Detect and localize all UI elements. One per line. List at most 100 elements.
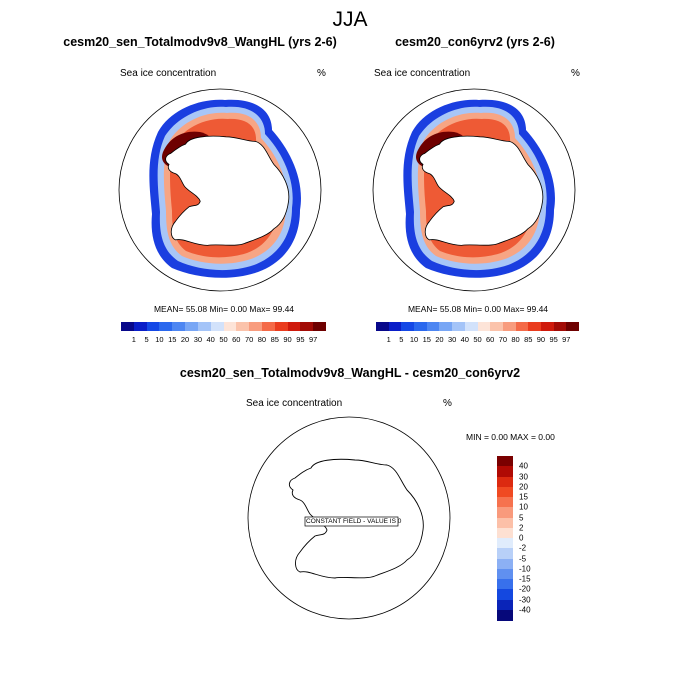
diff-map	[247, 416, 451, 620]
panel-2-colorbar-ticks: 1 5 10 15 20 30 40 50 60 70 80 85 90 95 97	[376, 335, 579, 345]
colorbar-swatch	[300, 322, 314, 331]
colorbar-tick-label: -2	[519, 543, 527, 553]
colorbar-swatch	[497, 568, 513, 580]
colorbar-swatch	[185, 322, 198, 331]
colorbar-swatch	[566, 322, 579, 331]
panel-2-title: cesm20_con6yrv2 (yrs 2-6)	[395, 35, 555, 49]
diff-panel-title: cesm20_sen_Totalmodv9v8_WangHL - cesm20_…	[179, 366, 521, 380]
colorbar-swatch	[497, 466, 513, 477]
colorbar-tick-label: -40	[519, 605, 531, 615]
colorbar-swatch	[287, 322, 301, 331]
panel-1-variable-label: Sea ice concentration	[120, 68, 217, 79]
colorbar-swatch	[502, 322, 516, 331]
colorbar-tick-label: 1	[386, 335, 391, 344]
constant-field-box	[304, 516, 399, 527]
colorbar-swatch	[497, 599, 513, 611]
panel-1-colorbar	[121, 322, 326, 331]
colorbar-tick-label: -10	[519, 564, 531, 574]
colorbar-swatch	[497, 507, 513, 518]
colorbar-swatch	[528, 322, 541, 331]
colorbar-swatch	[133, 322, 147, 331]
colorbar-swatch	[274, 322, 288, 331]
colorbar-tick-label: 30	[447, 335, 457, 344]
colorbar-tick-label: 0	[519, 533, 524, 543]
colorbar-tick-label: 5	[519, 513, 524, 522]
colorbar-swatch	[261, 322, 275, 331]
colorbar-tick-label: 90	[283, 335, 292, 344]
panel-2-colorbar	[376, 322, 579, 331]
colorbar-tick-label: 15	[168, 335, 177, 344]
colorbar-tick-label: -30	[519, 595, 531, 604]
colorbar-swatch	[515, 322, 529, 331]
diff-panel-units-label: %	[443, 398, 452, 409]
colorbar-swatch	[477, 322, 491, 331]
colorbar-swatch	[490, 322, 503, 331]
colorbar-tick-label: 90	[536, 335, 546, 344]
colorbar-swatch	[464, 322, 478, 331]
colorbar-swatch	[497, 548, 513, 559]
colorbar-tick-label: -20	[519, 584, 531, 594]
colorbar-swatch	[497, 476, 513, 488]
diff-panel-colorbar-ticks: 40 30 20 15 10 5 2 0 -2 -5 -10 -15 -20 -30 -40	[517, 456, 547, 620]
colorbar-tick-label: 30	[193, 335, 203, 344]
figure-title: JJA	[332, 8, 368, 31]
colorbar-tick-label: 40	[460, 335, 469, 344]
colorbar-swatch	[172, 322, 186, 331]
colorbar-tick-label: 97	[562, 335, 571, 344]
colorbar-swatch	[414, 322, 427, 331]
colorbar-tick-label: 20	[180, 335, 190, 344]
colorbar-tick-label: -15	[519, 574, 531, 584]
colorbar-swatch	[452, 322, 465, 331]
constant-field-label: CONSTANT FIELD - VALUE IS 0	[306, 518, 402, 525]
map-2	[372, 88, 576, 292]
colorbar-tick-label: 85	[524, 335, 533, 344]
colorbar-swatch	[540, 322, 554, 331]
colorbar-tick-label: 10	[519, 502, 528, 512]
panel-2-stats: MEAN= 55.08 Min= 0.00 Max= 99.44	[407, 304, 549, 314]
colorbar-tick-label: -5	[519, 554, 527, 563]
colorbar-tick-label: 40	[206, 335, 215, 344]
colorbar-tick-label: 60	[486, 335, 495, 344]
map-2-sea-ice-field	[403, 99, 555, 278]
colorbar-swatch	[249, 322, 262, 331]
colorbar-swatch	[439, 322, 453, 331]
colorbar-tick-label: 20	[435, 335, 444, 344]
colorbar-swatch	[401, 322, 415, 331]
colorbar-tick-label: 50	[219, 335, 228, 344]
colorbar-tick-label: 80	[511, 335, 520, 344]
colorbar-tick-label: 97	[309, 335, 318, 344]
colorbar-swatch	[497, 486, 513, 498]
colorbar-swatch	[497, 558, 513, 570]
colorbar-swatch	[388, 322, 402, 331]
panel-2-variable-label: Sea ice concentration	[374, 68, 471, 79]
colorbar-tick-label: 70	[498, 335, 508, 344]
panel-1-colorbar-ticks: 1 5 10 15 20 30 40 50 60 70 80 85 90 95 97	[121, 335, 326, 345]
colorbar-tick-label: 5	[399, 335, 404, 344]
colorbar-swatch	[223, 322, 237, 331]
colorbar-swatch	[236, 322, 250, 331]
colorbar-swatch	[146, 322, 160, 331]
colorbar-swatch	[210, 322, 224, 331]
colorbar-swatch	[197, 322, 211, 331]
colorbar-tick-label: 70	[244, 335, 254, 344]
colorbar-swatch	[497, 589, 513, 600]
colorbar-tick-label: 50	[473, 335, 482, 344]
colorbar-tick-label: 95	[549, 335, 558, 344]
colorbar-tick-label: 95	[296, 335, 305, 344]
colorbar-swatch	[497, 609, 513, 621]
colorbar-tick-label: 40	[519, 461, 528, 471]
colorbar-tick-label: 10	[409, 335, 419, 344]
colorbar-swatch	[121, 322, 134, 331]
panel-2-units-label: %	[571, 68, 580, 79]
colorbar-swatch	[376, 322, 389, 331]
colorbar-tick-label: 1	[131, 335, 136, 344]
colorbar-tick-label: 2	[519, 523, 524, 533]
diff-panel-colorbar	[497, 456, 513, 621]
colorbar-swatch	[497, 538, 513, 549]
panel-1-units-label: %	[317, 68, 326, 79]
colorbar-swatch	[553, 322, 567, 331]
colorbar-swatch	[159, 322, 173, 331]
colorbar-tick-label: 30	[519, 472, 528, 481]
colorbar-swatch	[313, 322, 326, 331]
